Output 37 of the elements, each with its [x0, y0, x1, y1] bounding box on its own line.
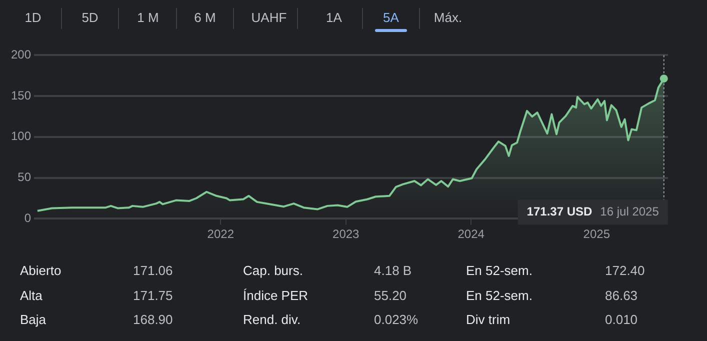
x-tick-label: 2022	[207, 227, 234, 242]
text: 172.40	[605, 263, 645, 278]
text: Índice PER	[243, 288, 308, 302]
text: En 52-sem.	[466, 288, 532, 302]
text: UAHF	[250, 10, 288, 25]
text: 168.90	[133, 312, 173, 327]
text: 171.06	[133, 263, 173, 278]
text: 6 M	[193, 10, 217, 25]
text: 5A	[382, 10, 400, 25]
text: 5D	[80, 10, 100, 25]
text: 0.023%	[374, 312, 418, 327]
text: 55.20	[374, 288, 407, 302]
x-tick-label: 2025	[583, 227, 610, 242]
y-tick-label: 150	[10, 88, 32, 102]
text: Rend. div.	[243, 312, 301, 327]
annotation: 171.37 USD	[526, 204, 592, 218]
text: Abierto	[20, 263, 62, 278]
text: Baja	[20, 312, 46, 327]
text: 0.010	[605, 312, 638, 327]
y-tick-label: 50	[18, 170, 32, 184]
text: 4.18 B	[374, 263, 412, 278]
text: Div trim	[466, 312, 510, 327]
text: 1 M	[136, 10, 160, 25]
text: Cap. burs.	[243, 263, 303, 278]
y-tick-label: 200	[10, 48, 32, 62]
text: 171.75	[133, 288, 173, 302]
y-tick-label: 100	[10, 129, 32, 144]
x-tick-label: 2023	[332, 227, 360, 242]
y-tick-label: 0	[24, 210, 32, 225]
text: 86.63	[605, 288, 638, 302]
text: Máx.	[432, 10, 464, 25]
text: 1A	[325, 10, 343, 25]
annotation: 16 jul 2025	[600, 204, 660, 218]
text: Alta	[20, 288, 42, 302]
x-tick-label: 2024	[458, 227, 485, 242]
text: 1D	[24, 10, 42, 25]
text: En 52-sem.	[466, 263, 532, 278]
